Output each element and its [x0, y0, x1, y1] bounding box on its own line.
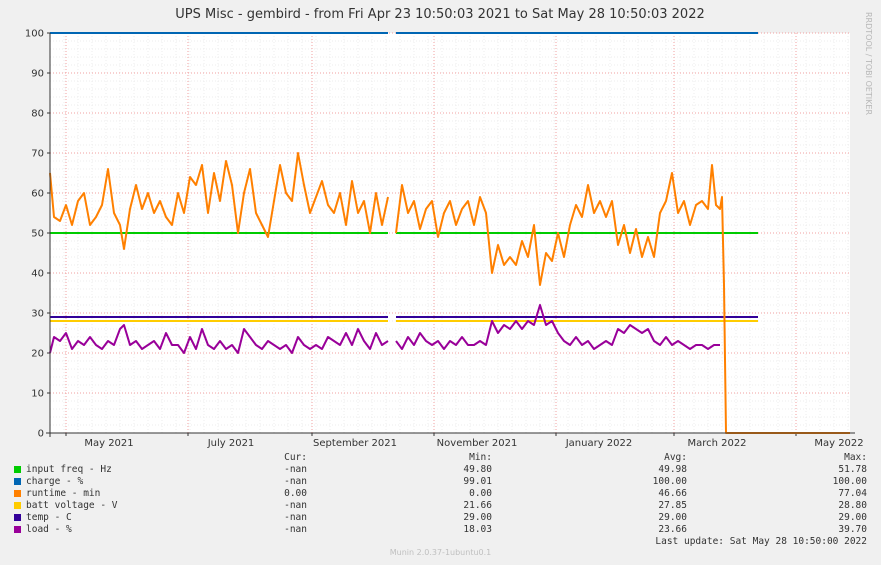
series-lines [49, 32, 850, 434]
x-tick-label: January 2022 [565, 438, 633, 449]
y-tick-label: 0 [38, 429, 44, 440]
legend-name: input freq - Hz [26, 464, 112, 475]
series-runtime [49, 152, 850, 434]
footer-version: Munin 2.0.37-1ubuntu0.1 [389, 548, 492, 557]
legend-max: 39.70 [838, 524, 867, 535]
x-tick-label: November 2021 [437, 438, 518, 449]
legend-avg: 29.00 [658, 512, 687, 523]
y-axis: 0 10 20 30 40 50 60 70 80 90 100 [25, 29, 50, 440]
legend-min: 21.66 [463, 500, 492, 511]
legend-cur: 0.00 [284, 488, 307, 499]
x-tick-label: March 2022 [687, 438, 746, 449]
legend-name: runtime - min [26, 488, 101, 499]
legend-max: 77.04 [838, 488, 867, 499]
header-max: Max: [844, 452, 867, 463]
legend-name: charge - % [26, 476, 84, 487]
legend-cur: -nan [284, 476, 307, 487]
y-tick-label: 80 [31, 109, 44, 120]
legend-min: 49.80 [463, 464, 492, 475]
legend-swatch [14, 514, 21, 521]
legend-avg: 23.66 [658, 524, 687, 535]
legend-row: temp - C -nan 29.00 29.00 29.00 [12, 512, 872, 524]
legend-min: 0.00 [469, 488, 492, 499]
legend-cur: -nan [284, 524, 307, 535]
legend-row: batt voltage - V -nan 21.66 27.85 28.80 [12, 500, 872, 512]
legend-avg: 49.98 [658, 464, 687, 475]
x-tick-label: May 2022 [814, 438, 863, 449]
legend-swatch [14, 490, 21, 497]
header-cur: Cur: [284, 452, 307, 463]
legend-swatch [14, 526, 21, 533]
legend-max: 28.80 [838, 500, 867, 511]
legend-avg: 46.66 [658, 488, 687, 499]
y-tick-label: 20 [31, 349, 44, 360]
legend-name: temp - C [26, 512, 72, 523]
legend-header: Cur: Min: Avg: Max: [12, 452, 872, 464]
y-tick-label: 30 [31, 309, 44, 320]
legend-cur: -nan [284, 512, 307, 523]
legend-row: load - % -nan 18.03 23.66 39.70 [12, 524, 872, 536]
series-line [395, 304, 720, 350]
legend-avg: 27.85 [658, 500, 687, 511]
y-tick-label: 10 [31, 389, 44, 400]
y-tick-label: 50 [31, 229, 44, 240]
header-min: Min: [469, 452, 492, 463]
legend-swatch [14, 502, 21, 509]
legend-cur: -nan [284, 464, 307, 475]
legend-row: charge - % -nan 99.01 100.00 100.00 [12, 476, 872, 488]
series-load [49, 304, 720, 354]
legend-max: 100.00 [832, 476, 867, 487]
x-axis: May 2021 July 2021 September 2021 November … [65, 433, 864, 449]
y-tick-label: 40 [31, 269, 44, 280]
chart-title: UPS Misc - gembird - from Fri Apr 23 10:… [175, 7, 705, 22]
legend-max: 51.78 [838, 464, 867, 475]
side-label: RRDTOOL / TOBI OETIKER [864, 12, 873, 115]
legend-min: 18.03 [463, 524, 492, 535]
last-update: Last update: Sat May 28 10:50:00 2022 [655, 536, 867, 547]
series-line [395, 164, 850, 434]
legend-avg: 100.00 [652, 476, 687, 487]
legend-row: runtime - min 0.00 0.00 46.66 77.04 [12, 488, 872, 500]
x-tick-label: September 2021 [313, 438, 397, 449]
legend-cur: -nan [284, 500, 307, 511]
x-tick-label: May 2021 [84, 438, 133, 449]
legend-name: batt voltage - V [26, 500, 118, 511]
series-line [49, 324, 389, 354]
legend-min: 29.00 [463, 512, 492, 523]
legend-min: 99.01 [463, 476, 492, 487]
legend-swatch [14, 478, 21, 485]
legend-name: load - % [26, 524, 72, 535]
x-tick-label: July 2021 [207, 438, 255, 449]
y-tick-label: 60 [31, 189, 44, 200]
y-tick-label: 90 [31, 69, 44, 80]
y-tick-label: 100 [25, 29, 44, 40]
legend-swatch [14, 466, 21, 473]
header-avg: Avg: [664, 452, 687, 463]
legend-max: 29.00 [838, 512, 867, 523]
legend-row: input freq - Hz -nan 49.80 49.98 51.78 [12, 464, 872, 476]
y-tick-label: 70 [31, 149, 44, 160]
series-line [49, 152, 389, 250]
